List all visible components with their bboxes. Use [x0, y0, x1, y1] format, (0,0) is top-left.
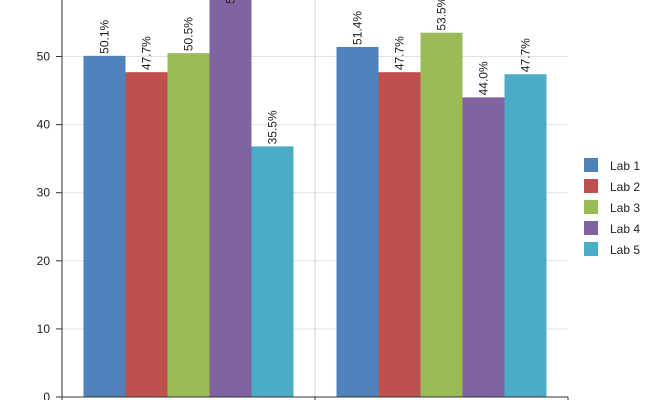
bar-lab-2 — [378, 72, 421, 397]
y-tick-label: 0 — [43, 390, 50, 400]
legend-label: Lab 2 — [610, 180, 640, 194]
bar-lab-4 — [209, 0, 252, 398]
data-label: 47.7% — [140, 36, 154, 70]
y-tick-label: 10 — [37, 322, 51, 336]
data-label: 50.1% — [98, 19, 112, 53]
y-tick-label: 20 — [37, 254, 51, 268]
data-label: 44.0% — [477, 61, 491, 95]
data-labels: 50.1% 47.7% 50.5% 58.8 35.5% 51.4% 47.7% 53.5% 4… — [98, 0, 533, 144]
data-label: 50.5% — [182, 17, 196, 51]
legend-label: Lab 5 — [610, 243, 640, 257]
bar-lab-1 — [336, 46, 379, 398]
bar-lab-4 — [462, 97, 505, 398]
bar-lab-2 — [125, 72, 168, 397]
y-tick-label: 40 — [37, 118, 51, 132]
y-axis-ticks: 0 10 20 30 40 50 — [37, 50, 51, 400]
bar-lab-1 — [83, 55, 126, 397]
bar-lab-5 — [251, 146, 294, 397]
data-label: 53.5% — [435, 0, 449, 31]
bars — [83, 0, 547, 398]
data-label: 35.5% — [266, 110, 280, 144]
axes — [56, 0, 569, 400]
bar-lab-5 — [504, 74, 547, 397]
legend-label: Lab 4 — [610, 222, 640, 236]
legend-swatch — [584, 158, 598, 172]
data-label: 58.8 — [224, 0, 238, 4]
legend-swatch — [584, 221, 598, 235]
y-tick-label: 30 — [37, 186, 51, 200]
legend-swatch — [584, 179, 598, 193]
legend: Lab 1 Lab 2 Lab 3 Lab 4 Lab 5 — [584, 158, 640, 257]
bar-lab-3 — [420, 32, 463, 398]
legend-swatch — [584, 242, 598, 256]
data-label: 47.7% — [519, 38, 533, 72]
data-label: 51.4% — [351, 11, 365, 45]
bar-lab-3 — [167, 53, 210, 397]
legend-label: Lab 1 — [610, 159, 640, 173]
y-tick-label: 50 — [37, 50, 51, 64]
data-label: 47.7% — [393, 36, 407, 70]
legend-label: Lab 3 — [610, 201, 640, 215]
legend-swatch — [584, 200, 598, 214]
